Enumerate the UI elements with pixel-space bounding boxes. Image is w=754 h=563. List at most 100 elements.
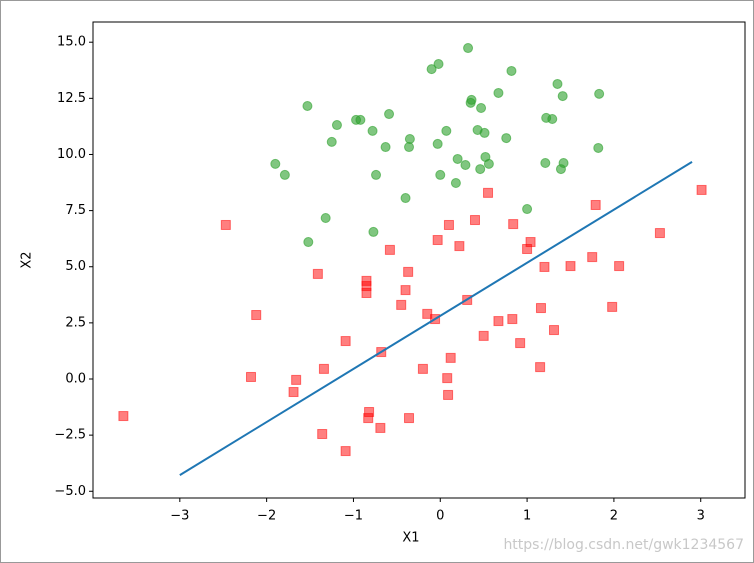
point xyxy=(557,91,568,102)
x-tick-label: 0 xyxy=(436,509,444,524)
y-tick-label: 0.0 xyxy=(65,372,86,387)
point xyxy=(539,261,550,272)
point xyxy=(522,204,533,215)
point xyxy=(594,88,605,99)
point xyxy=(483,187,494,198)
x-tick-label: −1 xyxy=(344,509,363,524)
point xyxy=(118,411,129,422)
point xyxy=(340,446,351,457)
point xyxy=(483,158,494,169)
point xyxy=(320,213,331,224)
point xyxy=(443,389,454,400)
point xyxy=(404,413,415,424)
y-tick-label: 7.5 xyxy=(65,203,86,218)
point xyxy=(614,261,625,272)
point xyxy=(445,352,456,363)
point xyxy=(540,158,551,169)
point xyxy=(593,142,604,153)
point xyxy=(317,429,328,440)
point xyxy=(251,310,262,321)
point xyxy=(312,268,323,279)
point xyxy=(478,330,489,341)
point xyxy=(404,142,415,153)
point xyxy=(552,78,563,89)
point xyxy=(426,64,437,75)
point xyxy=(565,261,576,272)
point xyxy=(380,142,391,153)
point xyxy=(417,363,428,374)
point xyxy=(476,102,487,113)
point xyxy=(361,288,372,299)
x-tick-label: 1 xyxy=(523,509,531,524)
y-tick-label: 5.0 xyxy=(65,259,86,274)
point xyxy=(355,114,366,125)
point xyxy=(555,164,566,175)
point xyxy=(452,153,463,164)
point xyxy=(465,97,476,108)
point xyxy=(479,127,490,138)
point xyxy=(493,87,504,98)
point xyxy=(384,109,395,120)
y-tick-label: 12.5 xyxy=(57,91,86,106)
x-tick-label: −2 xyxy=(257,509,276,524)
y-tick-label: 10.0 xyxy=(57,147,86,162)
point xyxy=(535,303,546,314)
point xyxy=(441,125,452,136)
point xyxy=(246,371,257,382)
point xyxy=(469,215,480,226)
point xyxy=(403,266,414,277)
point xyxy=(535,362,546,373)
point xyxy=(508,219,519,230)
point xyxy=(422,308,433,319)
point xyxy=(460,160,471,171)
point xyxy=(590,199,601,210)
point xyxy=(454,241,465,252)
point xyxy=(279,169,290,180)
point xyxy=(396,299,407,310)
point xyxy=(400,193,411,204)
x-tick-label: 3 xyxy=(697,509,705,524)
point xyxy=(435,169,446,180)
point xyxy=(375,422,386,433)
plot-frame xyxy=(92,21,746,499)
point xyxy=(547,113,558,124)
point xyxy=(493,316,504,327)
point xyxy=(303,237,314,248)
point xyxy=(654,228,665,239)
point xyxy=(331,120,342,131)
point xyxy=(507,314,518,325)
point xyxy=(506,65,517,76)
point xyxy=(515,338,526,349)
watermark: https://blog.csdn.net/gwk1234567 xyxy=(503,537,744,553)
point xyxy=(363,413,374,424)
point xyxy=(433,58,444,69)
point xyxy=(450,177,461,188)
line xyxy=(179,161,693,476)
point xyxy=(270,158,281,169)
y-axis-label: X2 xyxy=(20,251,35,268)
point xyxy=(384,244,395,255)
point xyxy=(501,133,512,144)
point xyxy=(549,325,560,336)
point xyxy=(432,235,443,246)
point xyxy=(525,237,536,248)
point xyxy=(432,138,443,149)
x-tick-label: 2 xyxy=(610,509,618,524)
point xyxy=(587,252,598,263)
point xyxy=(291,374,302,385)
point xyxy=(696,184,707,195)
point xyxy=(404,133,415,144)
point xyxy=(288,387,299,398)
y-tick-label: −2.5 xyxy=(54,428,86,443)
point xyxy=(371,169,382,180)
point xyxy=(340,336,351,347)
y-tick-label: −5.0 xyxy=(54,484,86,499)
y-tick-label: 15.0 xyxy=(57,35,86,50)
point xyxy=(367,125,378,136)
point xyxy=(318,363,329,374)
point xyxy=(400,285,411,296)
point xyxy=(442,373,453,384)
